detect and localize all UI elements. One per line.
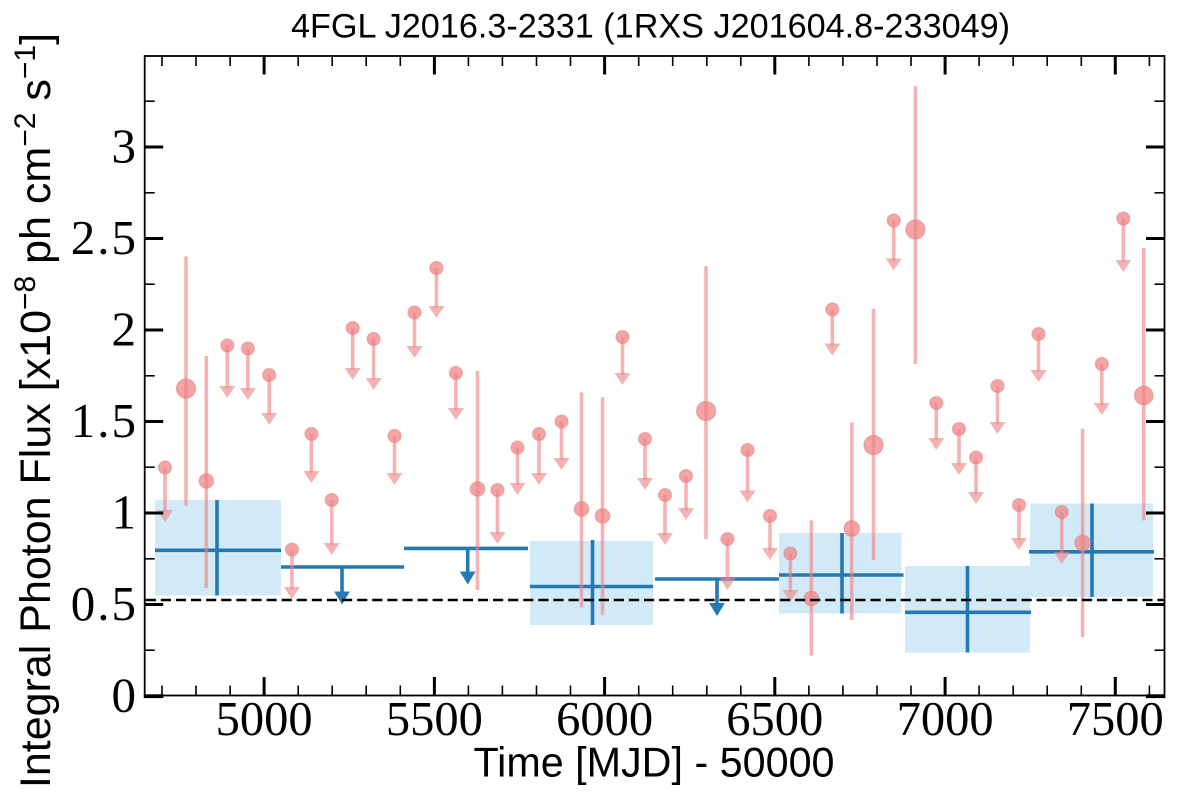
svg-text:Time [MJD] - 50000: Time [MJD] - 50000 — [473, 740, 834, 786]
svg-text:6000: 6000 — [556, 693, 653, 746]
svg-text:0.5: 0.5 — [71, 576, 138, 631]
svg-text:0: 0 — [112, 668, 139, 723]
svg-text:Integral Photon Flux [x10−8 ph: Integral Photon Flux [x10−8 ph cm−2 s−1] — [9, 33, 60, 788]
svg-text:3: 3 — [112, 119, 139, 174]
svg-text:7500: 7500 — [1067, 693, 1164, 746]
svg-text:2: 2 — [112, 302, 139, 357]
svg-text:1.5: 1.5 — [71, 393, 138, 448]
svg-text:7000: 7000 — [897, 693, 994, 746]
svg-text:5500: 5500 — [386, 693, 483, 746]
svg-text:4FGL J2016.3-2331 (1RXS J20160: 4FGL J2016.3-2331 (1RXS J201604.8-233049… — [291, 8, 1010, 46]
svg-text:5000: 5000 — [216, 693, 313, 746]
svg-text:6500: 6500 — [726, 693, 823, 746]
svg-text:2.5: 2.5 — [71, 210, 138, 265]
svg-text:1: 1 — [112, 485, 139, 540]
